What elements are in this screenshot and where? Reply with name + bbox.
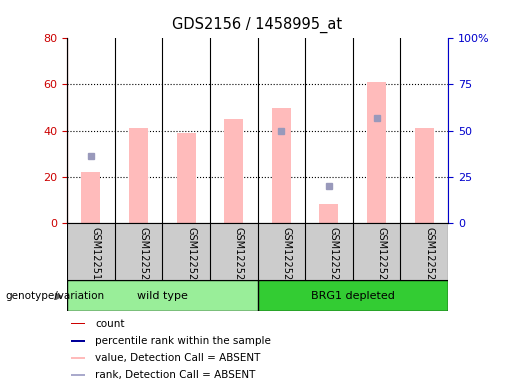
- Text: GSM122523: GSM122523: [281, 227, 291, 287]
- FancyBboxPatch shape: [71, 357, 85, 359]
- Bar: [258, 223, 305, 280]
- Text: GDS2156 / 1458995_at: GDS2156 / 1458995_at: [173, 17, 342, 33]
- Bar: [258, 280, 448, 311]
- Text: wild type: wild type: [137, 291, 187, 301]
- Text: rank, Detection Call = ABSENT: rank, Detection Call = ABSENT: [95, 370, 255, 381]
- Text: count: count: [95, 318, 125, 329]
- FancyBboxPatch shape: [71, 340, 85, 342]
- FancyBboxPatch shape: [71, 374, 85, 376]
- Bar: [81, 172, 100, 223]
- Text: GSM122526: GSM122526: [424, 227, 434, 287]
- Text: GSM122524: GSM122524: [329, 227, 339, 287]
- Bar: [210, 223, 258, 280]
- Bar: [162, 223, 210, 280]
- Text: genotype/variation: genotype/variation: [5, 291, 104, 301]
- Bar: [272, 108, 291, 223]
- Bar: [305, 223, 353, 280]
- Bar: [319, 204, 338, 223]
- FancyBboxPatch shape: [71, 323, 85, 324]
- Text: value, Detection Call = ABSENT: value, Detection Call = ABSENT: [95, 353, 261, 363]
- Text: GSM122525: GSM122525: [376, 227, 387, 287]
- Bar: [177, 133, 196, 223]
- Text: percentile rank within the sample: percentile rank within the sample: [95, 336, 271, 346]
- Bar: [114, 223, 162, 280]
- Bar: [367, 82, 386, 223]
- Bar: [224, 119, 243, 223]
- Bar: [129, 128, 148, 223]
- Text: GSM122520: GSM122520: [139, 227, 148, 287]
- Bar: [415, 128, 434, 223]
- Text: GSM122522: GSM122522: [234, 227, 244, 287]
- Bar: [67, 223, 115, 280]
- Text: GSM122521: GSM122521: [186, 227, 196, 287]
- Text: BRG1 depleted: BRG1 depleted: [311, 291, 394, 301]
- Bar: [67, 280, 258, 311]
- Bar: [353, 223, 401, 280]
- Bar: [401, 223, 448, 280]
- Text: GSM122519: GSM122519: [91, 227, 101, 286]
